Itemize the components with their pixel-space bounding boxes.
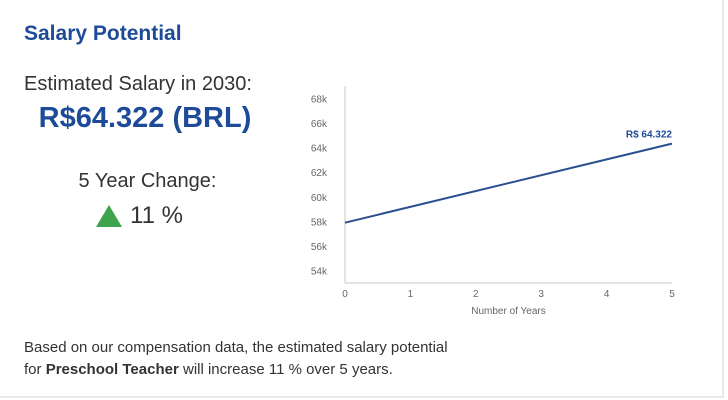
x-tick-label: 0: [342, 289, 348, 300]
triangle-up-icon: [96, 205, 122, 227]
y-tick-label: 62k: [311, 168, 328, 179]
x-tick-label: 3: [538, 289, 544, 300]
description-suffix: will increase 11 % over 5 years.: [178, 361, 393, 378]
y-tick-label: 64k: [311, 144, 328, 155]
y-tick-label: 60k: [311, 193, 328, 204]
x-tick-label: 1: [408, 289, 414, 300]
y-tick-label: 66k: [311, 119, 328, 130]
end-value-label: R$ 64.322: [626, 130, 673, 141]
y-tick-label: 68k: [311, 94, 328, 105]
section-title: Salary Potential: [24, 22, 182, 45]
x-tick-label: 5: [669, 289, 675, 300]
x-tick-label: 4: [604, 289, 610, 300]
job-title: Preschool Teacher: [45, 361, 179, 378]
five-year-change: 11 %: [96, 202, 183, 230]
estimated-salary-value: R$64.322 (BRL): [38, 102, 252, 134]
x-tick-label: 2: [473, 289, 479, 300]
x-axis-title: Number of Years: [471, 306, 546, 317]
five-year-change-value: 11 %: [130, 202, 183, 229]
salary-description: Based on our compensation data, the esti…: [24, 337, 448, 381]
five-year-change-label: 5 Year Change:: [78, 170, 217, 192]
description-for: for: [24, 361, 46, 378]
salary-series-line: [344, 142, 673, 224]
estimated-salary-label: Estimated Salary in 2030:: [24, 73, 252, 95]
y-tick-label: 54k: [311, 267, 328, 278]
y-tick-label: 56k: [311, 242, 328, 253]
y-tick-label: 58k: [311, 217, 328, 228]
description-prefix: Based on our compensation data, the esti…: [24, 339, 448, 356]
